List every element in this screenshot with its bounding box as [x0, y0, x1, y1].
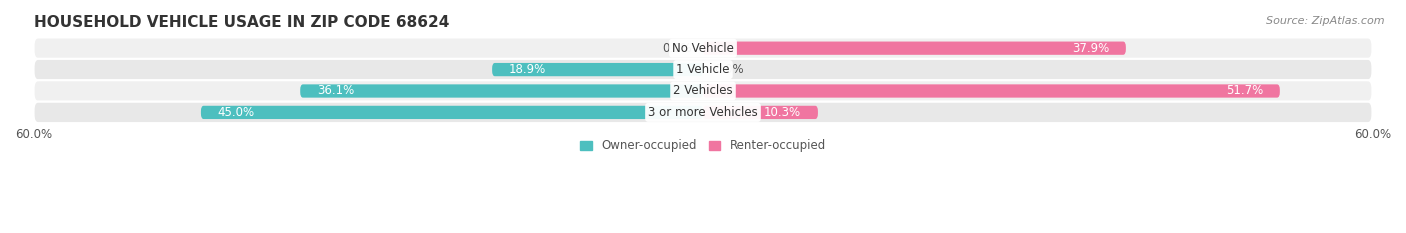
Text: 37.9%: 37.9% [1071, 42, 1109, 55]
FancyBboxPatch shape [34, 102, 1372, 123]
Text: No Vehicle: No Vehicle [672, 42, 734, 55]
FancyBboxPatch shape [201, 106, 703, 119]
Text: 3 or more Vehicles: 3 or more Vehicles [648, 106, 758, 119]
FancyBboxPatch shape [301, 84, 703, 98]
Text: 0.0%: 0.0% [714, 63, 744, 76]
Text: Source: ZipAtlas.com: Source: ZipAtlas.com [1267, 16, 1385, 26]
FancyBboxPatch shape [703, 106, 818, 119]
FancyBboxPatch shape [34, 38, 1372, 59]
Text: 10.3%: 10.3% [763, 106, 801, 119]
Text: 51.7%: 51.7% [1226, 85, 1263, 97]
FancyBboxPatch shape [34, 59, 1372, 80]
FancyBboxPatch shape [703, 41, 1126, 55]
Text: HOUSEHOLD VEHICLE USAGE IN ZIP CODE 68624: HOUSEHOLD VEHICLE USAGE IN ZIP CODE 6862… [34, 15, 449, 30]
Text: 0.0%: 0.0% [662, 42, 692, 55]
Text: 2 Vehicles: 2 Vehicles [673, 85, 733, 97]
FancyBboxPatch shape [34, 80, 1372, 102]
Text: 36.1%: 36.1% [316, 85, 354, 97]
FancyBboxPatch shape [703, 84, 1279, 98]
Text: 45.0%: 45.0% [218, 106, 254, 119]
Text: 18.9%: 18.9% [509, 63, 546, 76]
FancyBboxPatch shape [492, 63, 703, 76]
Text: 1 Vehicle: 1 Vehicle [676, 63, 730, 76]
Legend: Owner-occupied, Renter-occupied: Owner-occupied, Renter-occupied [575, 135, 831, 157]
